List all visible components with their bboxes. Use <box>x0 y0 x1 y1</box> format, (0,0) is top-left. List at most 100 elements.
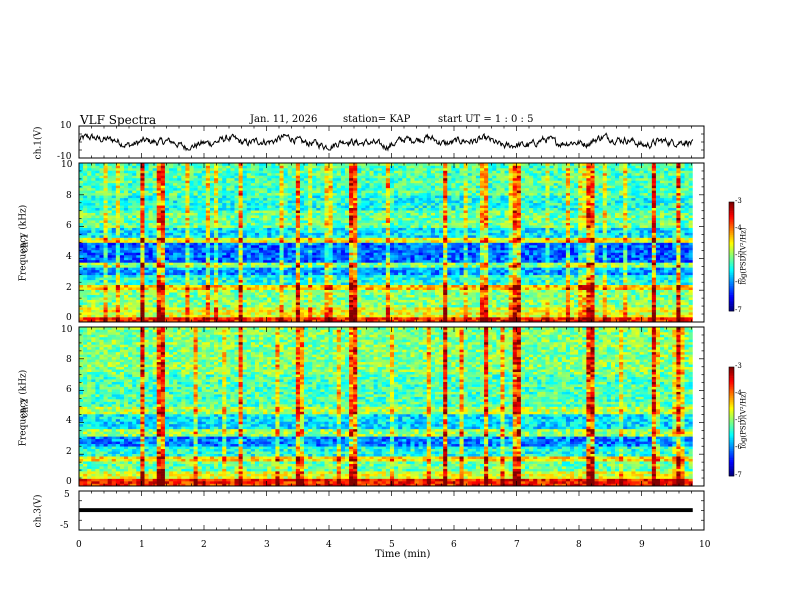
spectrogram-cell <box>394 249 399 253</box>
spectrogram-cell <box>643 319 649 323</box>
spectrogram-cell <box>627 294 632 298</box>
spectrogram-cell <box>107 247 113 251</box>
spectrogram-cell <box>524 292 530 295</box>
spectrogram-cell <box>623 244 628 248</box>
spectrogram-cell <box>443 249 448 253</box>
spectrogram-cell <box>291 299 297 303</box>
spectrogram-cell <box>246 299 252 303</box>
spectrogram-cell <box>115 279 121 283</box>
spectrogram-cell <box>377 257 383 261</box>
spectrogram-cell <box>484 267 489 271</box>
spectrogram-cell <box>328 272 333 276</box>
spectrogram-cell <box>389 289 395 293</box>
spectrogram-cell <box>99 240 104 243</box>
spectrogram-cell <box>226 309 231 313</box>
spectrogram-cell <box>152 257 158 261</box>
spectrogram-cell <box>369 314 374 318</box>
spectrogram-cell <box>275 319 280 323</box>
spectrogram-cell <box>373 259 378 263</box>
spectrogram-cell <box>250 294 256 298</box>
spectrogram-cell <box>606 319 612 323</box>
spectrogram-cell <box>103 244 108 248</box>
spectrogram-cell <box>660 244 665 248</box>
spectrogram-cell <box>615 287 620 290</box>
spectrogram-cell <box>369 247 374 251</box>
spectrogram-cell <box>606 299 612 303</box>
spectrogram-cell <box>684 307 689 310</box>
spectrogram-cell <box>271 262 276 266</box>
spectrogram-cell <box>484 319 489 323</box>
spectrogram-cell <box>263 259 268 263</box>
spectrogram-cell <box>259 284 264 288</box>
spectrogram-cell <box>119 317 125 320</box>
spectrogram-cell <box>140 319 145 323</box>
spectrogram-cell <box>173 282 178 286</box>
spectrogram-cell <box>91 252 96 256</box>
spectrogram-cell <box>484 292 489 295</box>
spectrogram-cell <box>520 269 526 273</box>
spectrogram-cell <box>197 267 203 271</box>
spectrogram-cell <box>418 309 423 313</box>
spectrogram-cell <box>606 304 612 308</box>
spectrogram-cell <box>332 299 338 303</box>
spectrogram-cell <box>389 240 395 243</box>
spectrogram-cell <box>479 319 485 323</box>
spectrogram-cell <box>389 242 395 246</box>
spectrogram-cell <box>95 267 100 271</box>
spectrogram-cell <box>246 237 252 241</box>
spectrogram-cell <box>500 269 505 273</box>
spectrogram-cell <box>516 277 522 281</box>
spectrogram-cell <box>574 304 579 308</box>
spectrogram-cell <box>324 279 329 283</box>
spectrogram-cell <box>361 312 366 315</box>
spectrogram-cell <box>475 257 481 261</box>
spectrogram-cell <box>160 267 166 271</box>
spectrogram-cell <box>434 319 440 323</box>
spectrogram-cell <box>324 304 329 308</box>
spectrogram-cell <box>533 272 538 276</box>
spectrogram-cell <box>627 284 632 288</box>
spectrogram-cell <box>643 252 649 256</box>
spectrogram-cell <box>128 287 133 290</box>
spectrogram-cell <box>99 307 104 310</box>
spectrogram-cell <box>222 244 227 248</box>
spectrogram-cell <box>651 289 657 293</box>
spectrogram-cell <box>545 287 550 290</box>
spectrogram-cell <box>373 249 378 253</box>
spectrogram-cell <box>492 242 497 246</box>
spectrogram-cell <box>299 289 305 293</box>
spectrogram-cell <box>598 259 604 263</box>
spectrogram-cell <box>623 259 628 263</box>
spectrogram-cell <box>524 299 530 303</box>
spectrogram-cell <box>602 264 608 268</box>
spectrogram-cell <box>582 269 587 273</box>
spectrogram-cell <box>422 307 428 310</box>
spectrogram-cell <box>443 307 448 310</box>
spectrogram-cell <box>218 299 223 303</box>
spectrogram-cell <box>565 272 571 276</box>
spectrogram-cell <box>627 240 632 243</box>
spectrogram-cell <box>357 307 362 310</box>
spectrogram-cell <box>222 277 227 281</box>
spectrogram-cell <box>680 240 685 243</box>
spectrogram-cell <box>647 272 653 276</box>
spectrogram-cell <box>205 240 211 243</box>
spectrogram-cell <box>254 299 260 303</box>
spectrogram-cell <box>574 240 579 243</box>
spectrogram-cell <box>353 299 358 303</box>
spectrogram-cell <box>414 252 419 256</box>
spectrogram-cell <box>312 309 317 313</box>
spectrogram-cell <box>238 267 243 271</box>
spectrogram-cell <box>79 244 84 248</box>
spectrogram-cell <box>537 272 542 276</box>
spectrogram-cell <box>545 282 550 286</box>
spectrogram-cell <box>647 297 653 300</box>
spectrogram-cell <box>475 287 481 290</box>
spectrogram-cell <box>500 294 505 298</box>
spectrogram-cell <box>332 254 338 258</box>
spectrogram-cell <box>537 317 542 320</box>
spectrogram-cell <box>169 319 174 323</box>
spectrogram-cell <box>226 249 231 253</box>
spectrogram-cell <box>173 299 178 303</box>
spectrogram-cell <box>570 297 575 300</box>
